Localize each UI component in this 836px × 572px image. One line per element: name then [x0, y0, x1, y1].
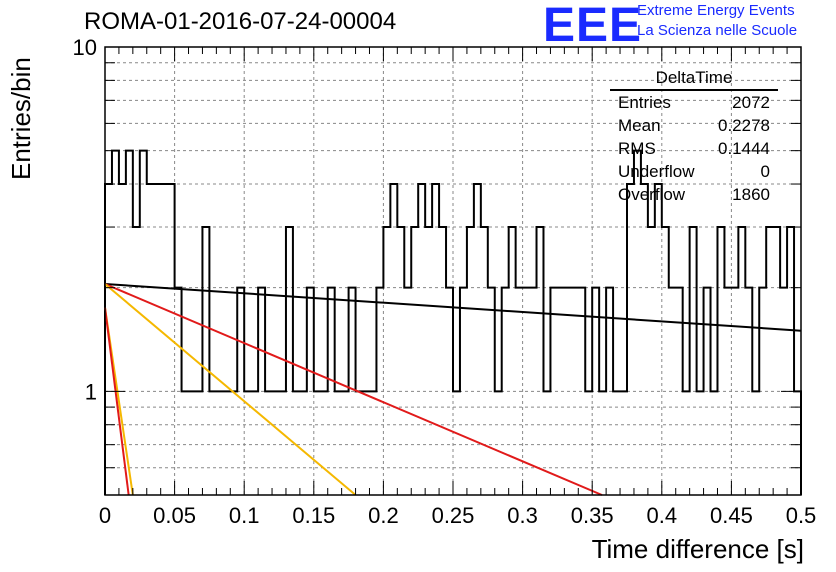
stats-box: DeltaTime Entries 2072 Mean 0.2278 RMS 0… — [610, 68, 778, 208]
stat-value: 0.1444 — [718, 139, 770, 158]
stat-row-underflow: Underflow 0 — [610, 162, 778, 185]
x-tick-label: 0.3 — [507, 503, 538, 528]
x-axis-label: Time difference [s] — [591, 534, 804, 564]
x-tick-label: 0.45 — [710, 503, 753, 528]
x-tick-label: 0 — [99, 503, 111, 528]
stat-row-rms: RMS 0.1444 — [610, 139, 778, 162]
x-tick-label: 0.15 — [292, 503, 335, 528]
y-tick-label: 10 — [73, 35, 97, 60]
x-tick-label: 0.1 — [229, 503, 260, 528]
axes — [104, 46, 802, 496]
fit-line-1 — [104, 283, 603, 496]
tick-labels: 0 0.05 0.1 0.15 0.2 0.25 0.3 0.35 0.4 0.45 0.5 1 10 — [73, 35, 817, 528]
x-tick-label: 0.4 — [647, 503, 678, 528]
x-tick-label: 0.2 — [368, 503, 399, 528]
stat-value: 0.2278 — [718, 116, 770, 135]
fit-curves — [104, 282, 802, 496]
stat-label: Entries — [618, 93, 671, 112]
eee-logo: EEE — [543, 0, 643, 52]
stat-row-entries: Entries 2072 — [610, 93, 778, 116]
logo-line-1: Extreme Energy Events — [637, 2, 795, 19]
stat-row-mean: Mean 0.2278 — [610, 116, 778, 139]
fit-line-0 — [104, 282, 802, 332]
stat-value: 1860 — [732, 185, 770, 204]
fit-line-2 — [104, 283, 357, 496]
stat-value: 2072 — [732, 93, 770, 112]
stat-label: Overflow — [618, 185, 686, 204]
stat-value: 0 — [760, 162, 770, 181]
x-tick-label: 0.25 — [432, 503, 475, 528]
x-tick-label: 0.35 — [571, 503, 614, 528]
stat-label: Mean — [618, 116, 661, 135]
fit-line-4 — [104, 307, 130, 496]
stat-row-overflow: Overflow 1860 — [610, 185, 778, 208]
chart-title: ROMA-01-2016-07-24-00004 — [84, 8, 397, 35]
x-tick-label: 0.5 — [786, 503, 817, 528]
logo-line-2: La Scienza nelle Scuole — [637, 22, 798, 39]
y-tick-label: 1 — [85, 379, 97, 404]
y-axis-label: Entries/bin — [6, 57, 36, 180]
stat-label: RMS — [618, 139, 656, 158]
x-tick-label: 0.05 — [153, 503, 196, 528]
stats-title: DeltaTime — [610, 68, 778, 91]
stat-label: Underflow — [618, 162, 695, 181]
